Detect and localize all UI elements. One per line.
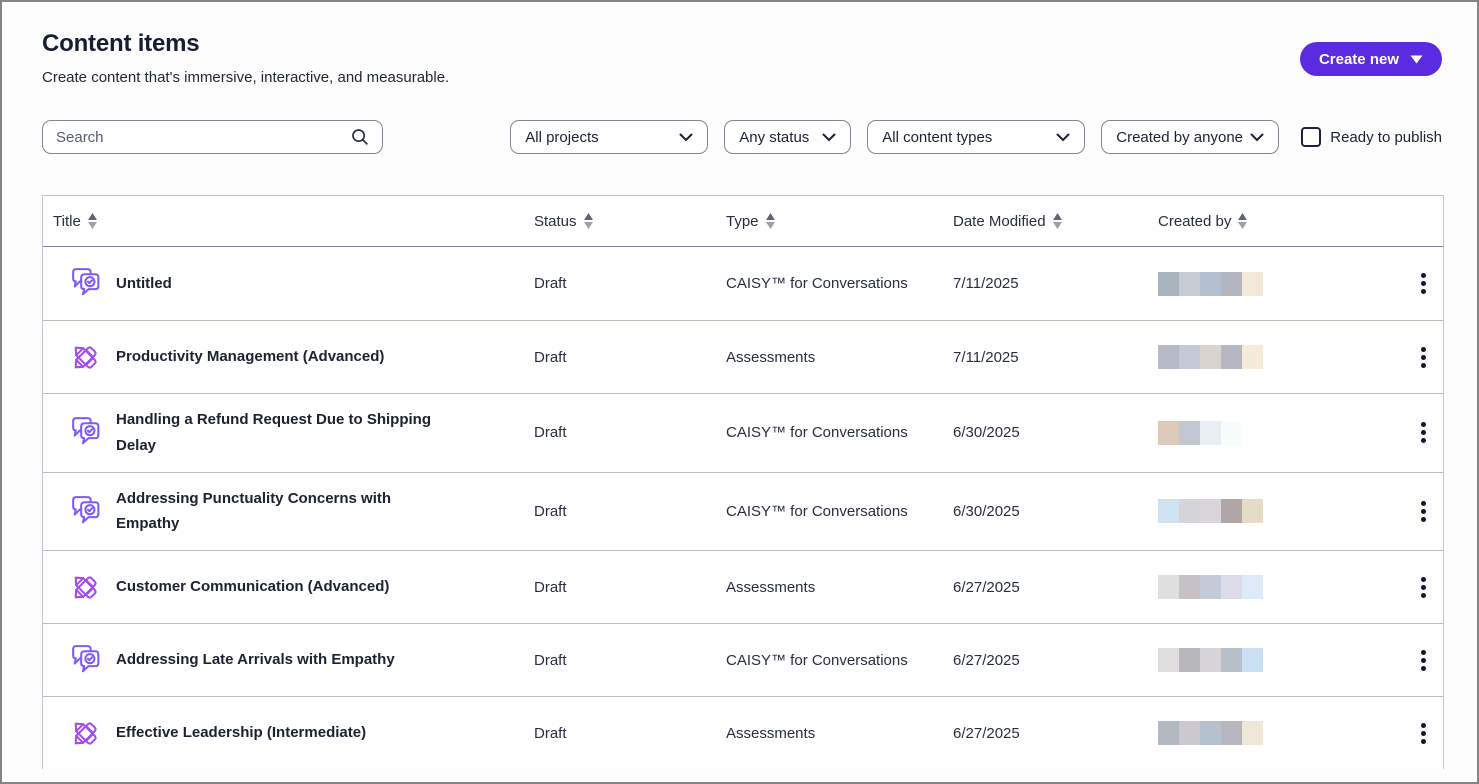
type-cell: CAISY™ for Conversations [726,651,908,669]
chevron-down-icon [679,133,693,142]
conversation-icon [67,414,104,451]
status-filter-dropdown[interactable]: Any status [724,120,852,154]
table-row: Customer Communication (Advanced) Draft … [43,550,1443,623]
create-new-button[interactable]: Create new [1299,42,1442,76]
creator-filter-value: Created by anyone [1116,128,1244,146]
created-by-redacted [1158,420,1242,445]
row-actions-menu-button[interactable] [1411,416,1436,449]
type-cell: CAISY™ for Conversations [726,502,908,520]
created-by-redacted [1158,721,1263,746]
status-cell: Draft [534,502,567,520]
date-modified-cell: 6/27/2025 [953,578,1020,596]
projects-filter-value: All projects [525,128,599,146]
filter-bar: All projects Any status All content type… [42,120,1442,154]
table-row: Untitled Draft CAISY™ for Conversations … [43,247,1443,320]
page-title: Content items [42,30,200,57]
sort-icon [1238,213,1248,229]
row-actions-menu-button[interactable] [1411,495,1436,528]
sort-icon [87,213,97,229]
created-by-redacted [1158,575,1263,600]
search-icon [350,127,370,147]
status-cell: Draft [534,578,567,596]
chevron-down-icon [822,133,836,142]
table-header-row: Title Status Type [43,196,1443,247]
created-by-redacted [1158,271,1263,296]
chevron-down-icon [1250,133,1264,142]
table-row: Addressing Punctuality Concerns with Emp… [43,471,1443,551]
row-actions-menu-button[interactable] [1411,341,1436,374]
table-row: Handling a Refund Request Due to Shippin… [43,393,1443,472]
type-cell: CAISY™ for Conversations [726,424,908,442]
sort-icon [583,213,593,229]
conversation-icon [67,265,104,302]
sort-icon [1052,213,1062,229]
created-by-redacted [1158,648,1263,673]
assessments-icon [67,339,104,376]
type-cell: Assessments [726,724,816,742]
date-modified-cell: 7/11/2025 [953,275,1019,292]
type-cell: Assessments [726,348,816,366]
assessments-icon [67,569,104,606]
content-type-filter-dropdown[interactable]: All content types [867,120,1086,154]
search-input[interactable] [56,128,350,146]
content-title-link[interactable]: Handling a Refund Request Due to Shippin… [116,411,431,454]
row-actions-menu-button[interactable] [1411,644,1436,677]
projects-filter-dropdown[interactable]: All projects [510,120,709,154]
content-items-table: Title Status Type [42,195,1444,770]
page-subtitle: Create content that's immersive, interac… [42,69,450,86]
table-row: Addressing Late Arrivals with Empathy Dr… [43,623,1443,696]
chevron-down-icon [1056,133,1070,142]
date-modified-cell: 6/27/2025 [953,724,1020,742]
table-row: Effective Leadership (Intermediate) Draf… [43,696,1443,769]
content-title-link[interactable]: Effective Leadership (Intermediate) [116,724,367,742]
column-header-date-modified[interactable]: Date Modified [953,213,1158,230]
status-cell: Draft [534,724,567,742]
row-actions-menu-button[interactable] [1411,571,1436,604]
content-title-link[interactable]: Untitled [116,274,172,292]
content-title-link[interactable]: Addressing Punctuality Concerns with Emp… [116,489,392,533]
sort-icon [765,213,775,229]
status-cell: Draft [534,424,567,442]
creator-filter-dropdown[interactable]: Created by anyone [1101,120,1280,154]
page-header: Content items Create content that's imme… [2,2,1477,86]
content-title-link[interactable]: Addressing Late Arrivals with Empathy [116,651,395,669]
column-header-type[interactable]: Type [726,213,953,230]
conversation-icon [67,493,104,530]
content-title-link[interactable]: Productivity Management (Advanced) [116,348,385,366]
assessments-icon [67,715,104,752]
column-header-title[interactable]: Title [43,213,534,230]
created-by-redacted [1158,345,1263,369]
table-row: Productivity Management (Advanced) Draft… [43,320,1443,393]
date-modified-cell: 6/27/2025 [953,651,1020,669]
create-new-label: Create new [1318,50,1399,68]
conversation-icon [67,642,104,679]
row-actions-menu-button[interactable] [1411,267,1436,300]
row-actions-menu-button[interactable] [1411,717,1436,750]
ready-to-publish-filter[interactable]: Ready to publish [1301,127,1442,147]
created-by-redacted [1158,499,1263,524]
content-type-filter-value: All content types [882,128,993,146]
date-modified-cell: 7/11/2025 [953,348,1019,366]
date-modified-cell: 6/30/2025 [953,424,1020,442]
type-cell: Assessments [726,578,816,596]
ready-to-publish-checkbox[interactable] [1301,127,1322,147]
type-cell: CAISY™ for Conversations [726,275,908,292]
ready-to-publish-label: Ready to publish [1330,128,1442,146]
table-body: Untitled Draft CAISY™ for Conversations … [43,247,1443,769]
search-box[interactable] [42,120,383,154]
status-cell: Draft [534,348,567,366]
status-cell: Draft [534,651,567,669]
status-cell: Draft [534,275,567,292]
date-modified-cell: 6/30/2025 [953,502,1020,520]
content-title-link[interactable]: Customer Communication (Advanced) [116,578,390,596]
caret-down-icon [1410,55,1423,64]
column-header-status[interactable]: Status [534,213,726,230]
column-header-created-by[interactable]: Created by [1158,213,1419,230]
status-filter-value: Any status [739,128,810,146]
